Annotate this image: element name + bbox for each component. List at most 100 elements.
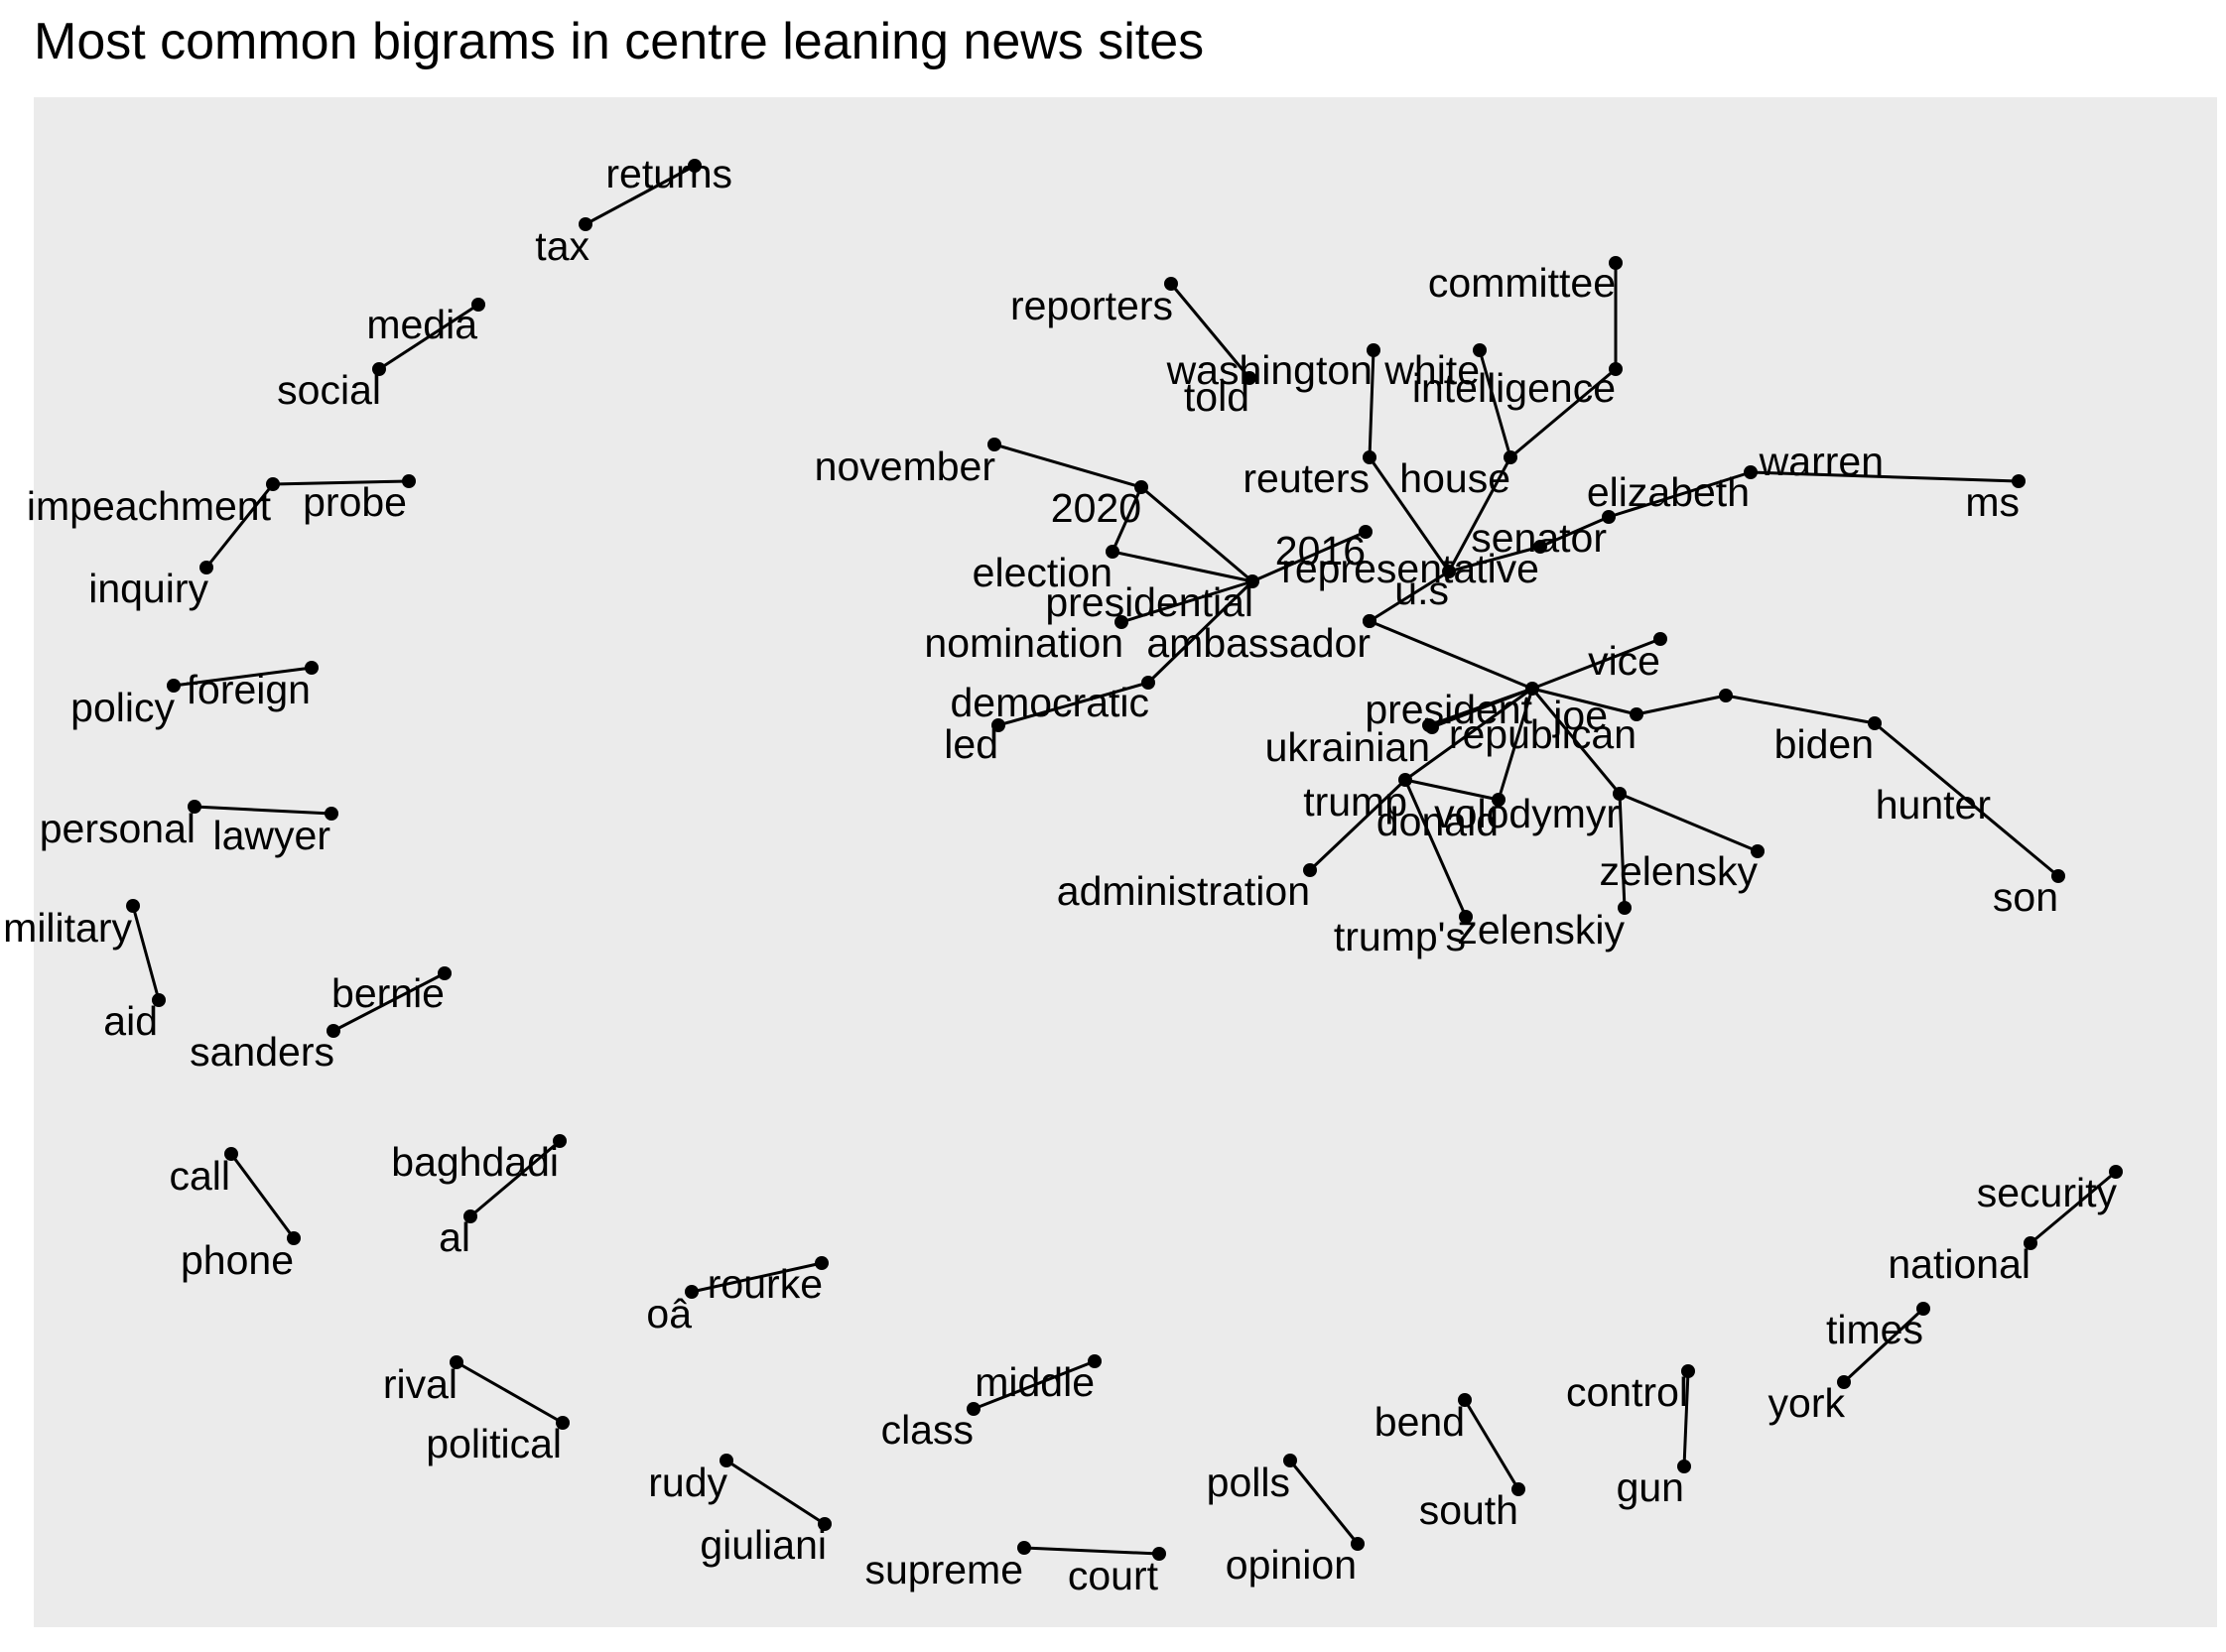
node-representative: [1442, 565, 1456, 578]
node-supreme: [1017, 1541, 1031, 1555]
edge-u-s-representative: [1369, 570, 1450, 623]
edge-foreign-policy: [173, 666, 313, 688]
label-phone: phone: [181, 1237, 294, 1283]
node-national: [2024, 1236, 2037, 1250]
node-donald: [1492, 793, 1506, 807]
edge-representative-senator: [1448, 545, 1541, 573]
label-reuters: reuters: [1243, 455, 1370, 501]
node-joe: [1630, 707, 1643, 721]
node-white: [1473, 343, 1487, 357]
node-ukrainian: [1425, 720, 1439, 734]
label-2020: 2020: [1051, 485, 1141, 531]
edge-political-rival: [456, 1360, 564, 1425]
edge-democratic-presidential: [1146, 579, 1254, 685]
edge-volodymyr-zelensky: [1619, 792, 1759, 853]
node-times: [1916, 1302, 1930, 1316]
label-intelligence: intelligence: [1412, 365, 1616, 411]
edge-white-house: [1478, 349, 1512, 458]
label-told: told: [1184, 374, 1249, 420]
node-middle: [1088, 1354, 1102, 1368]
node-elizabeth: [1602, 510, 1616, 524]
label-rival: rival: [383, 1361, 458, 1407]
node-administration: [1303, 863, 1317, 877]
node-2020: [1134, 480, 1148, 494]
label-opinion: opinion: [1226, 1542, 1357, 1588]
edge-supreme-court: [1023, 1546, 1160, 1556]
label-presidential: presidential: [1045, 579, 1253, 625]
node-call: [224, 1147, 238, 1161]
edge-military-aid: [131, 905, 161, 1001]
edge-washington-reuters: [1368, 349, 1375, 458]
edge-vice-president: [1531, 637, 1661, 691]
node-intelligence: [1609, 362, 1623, 376]
edge-donald-trump: [1404, 778, 1500, 802]
edge-warren-ms: [1750, 470, 2020, 483]
label-tax: tax: [535, 223, 589, 269]
node-hunter: [1868, 716, 1882, 730]
edge-bernie-sanders: [332, 971, 446, 1033]
edges-layer: [131, 164, 2117, 1556]
node-volodymyr: [1613, 787, 1627, 801]
label-white: white: [1383, 347, 1480, 393]
label-led: led: [944, 721, 998, 767]
label-social: social: [277, 367, 381, 413]
label-warren: warren: [1759, 439, 1884, 484]
node-told: [1243, 371, 1256, 385]
label-class: class: [881, 1407, 974, 1453]
labels-layer: returns tax media social impeachment probe inq…: [3, 151, 2117, 1598]
label-zelenskiy: zelenskiy: [1457, 907, 1625, 953]
label-probe: probe: [303, 479, 407, 525]
edge-personal-lawyer: [194, 805, 332, 816]
label-u-s: u.s: [1394, 568, 1449, 613]
node-presidential: [1245, 574, 1259, 588]
label-south: south: [1419, 1487, 1518, 1533]
label-donald: donald: [1376, 799, 1499, 844]
node-class: [967, 1402, 981, 1416]
label-volodymyr: volodymyr: [1434, 791, 1620, 836]
node-house: [1504, 450, 1517, 464]
node-committee: [1609, 256, 1623, 270]
edge-senator-elizabeth: [1539, 515, 1610, 549]
node-military: [126, 899, 140, 913]
edge-hunter-son: [1874, 721, 2059, 878]
node-trump: [1398, 773, 1412, 787]
node-political: [556, 1416, 570, 1430]
label-republican: republican: [1449, 711, 1637, 757]
node-lawyer: [325, 807, 338, 821]
node-court: [1152, 1547, 1166, 1561]
node-o: [685, 1285, 699, 1299]
label-baghdadi: baghdadi: [391, 1139, 559, 1185]
node-vice: [1653, 632, 1667, 646]
node-al: [463, 1209, 477, 1223]
label-aid: aid: [103, 998, 158, 1044]
edge-phone-call: [229, 1153, 296, 1239]
label-vice: vice: [1588, 638, 1660, 684]
label-committee: committee: [1428, 260, 1616, 306]
chart-title: Most common bigrams in centre leaning ne…: [34, 13, 1205, 70]
edge-democratic-led: [997, 681, 1149, 727]
node-washington: [1367, 343, 1380, 357]
label-york: york: [1768, 1380, 1846, 1426]
node-returns: [688, 159, 702, 173]
edge-tax-returns: [585, 164, 696, 226]
label-national: national: [1888, 1241, 2030, 1287]
node-zelenskiy: [1618, 901, 1632, 915]
label-bernie: bernie: [331, 970, 445, 1016]
edge-2020-presidential: [1140, 485, 1253, 583]
label-administration: administration: [1057, 868, 1310, 914]
edge-house-representative: [1447, 456, 1512, 572]
edge-elizabeth-warren: [1608, 470, 1752, 519]
nodes-layer: [126, 159, 2123, 1561]
edge-reuters-representative: [1368, 456, 1451, 572]
edge-president-joe: [1531, 687, 1637, 716]
label-representative: representative: [1281, 546, 1539, 591]
node-bend: [1458, 1393, 1472, 1407]
label-call: call: [169, 1153, 230, 1199]
edge-impeachment-probe: [272, 479, 410, 486]
label-gun: gun: [1617, 1464, 1684, 1510]
label-nomination: nomination: [924, 620, 1123, 666]
edge-reporters-told: [1169, 283, 1251, 379]
label-zelensky: zelensky: [1599, 848, 1758, 894]
edge-gun-control: [1682, 1370, 1690, 1467]
